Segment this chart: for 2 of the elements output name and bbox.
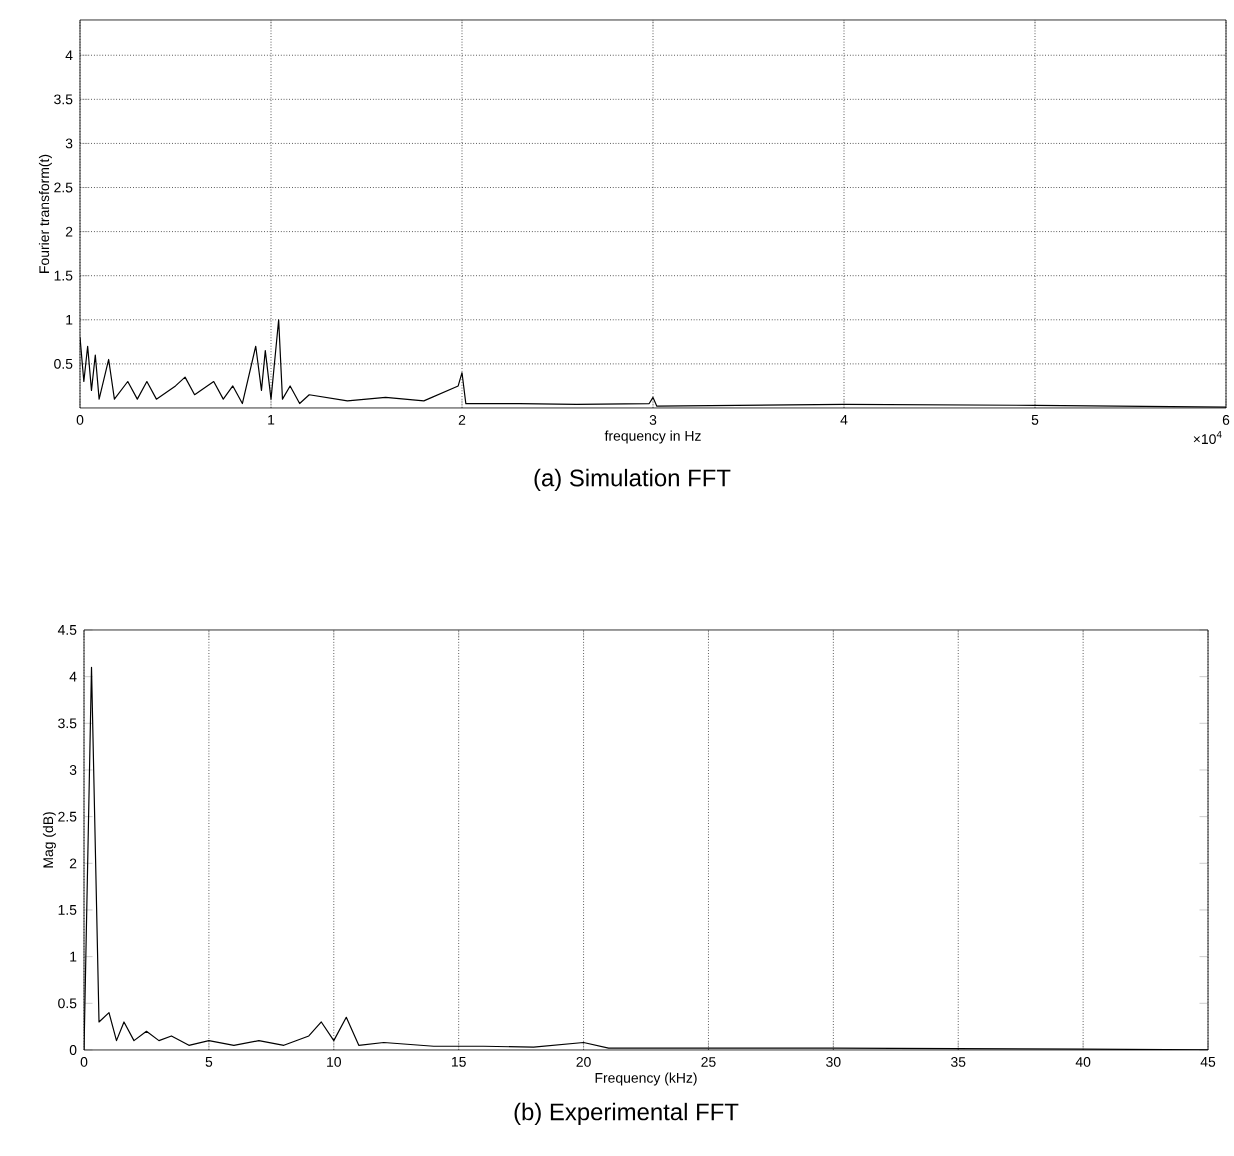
text: (b) Experimental FFT — [514, 1102, 739, 1126]
text: (a) Simulation FFT — [534, 468, 731, 492]
